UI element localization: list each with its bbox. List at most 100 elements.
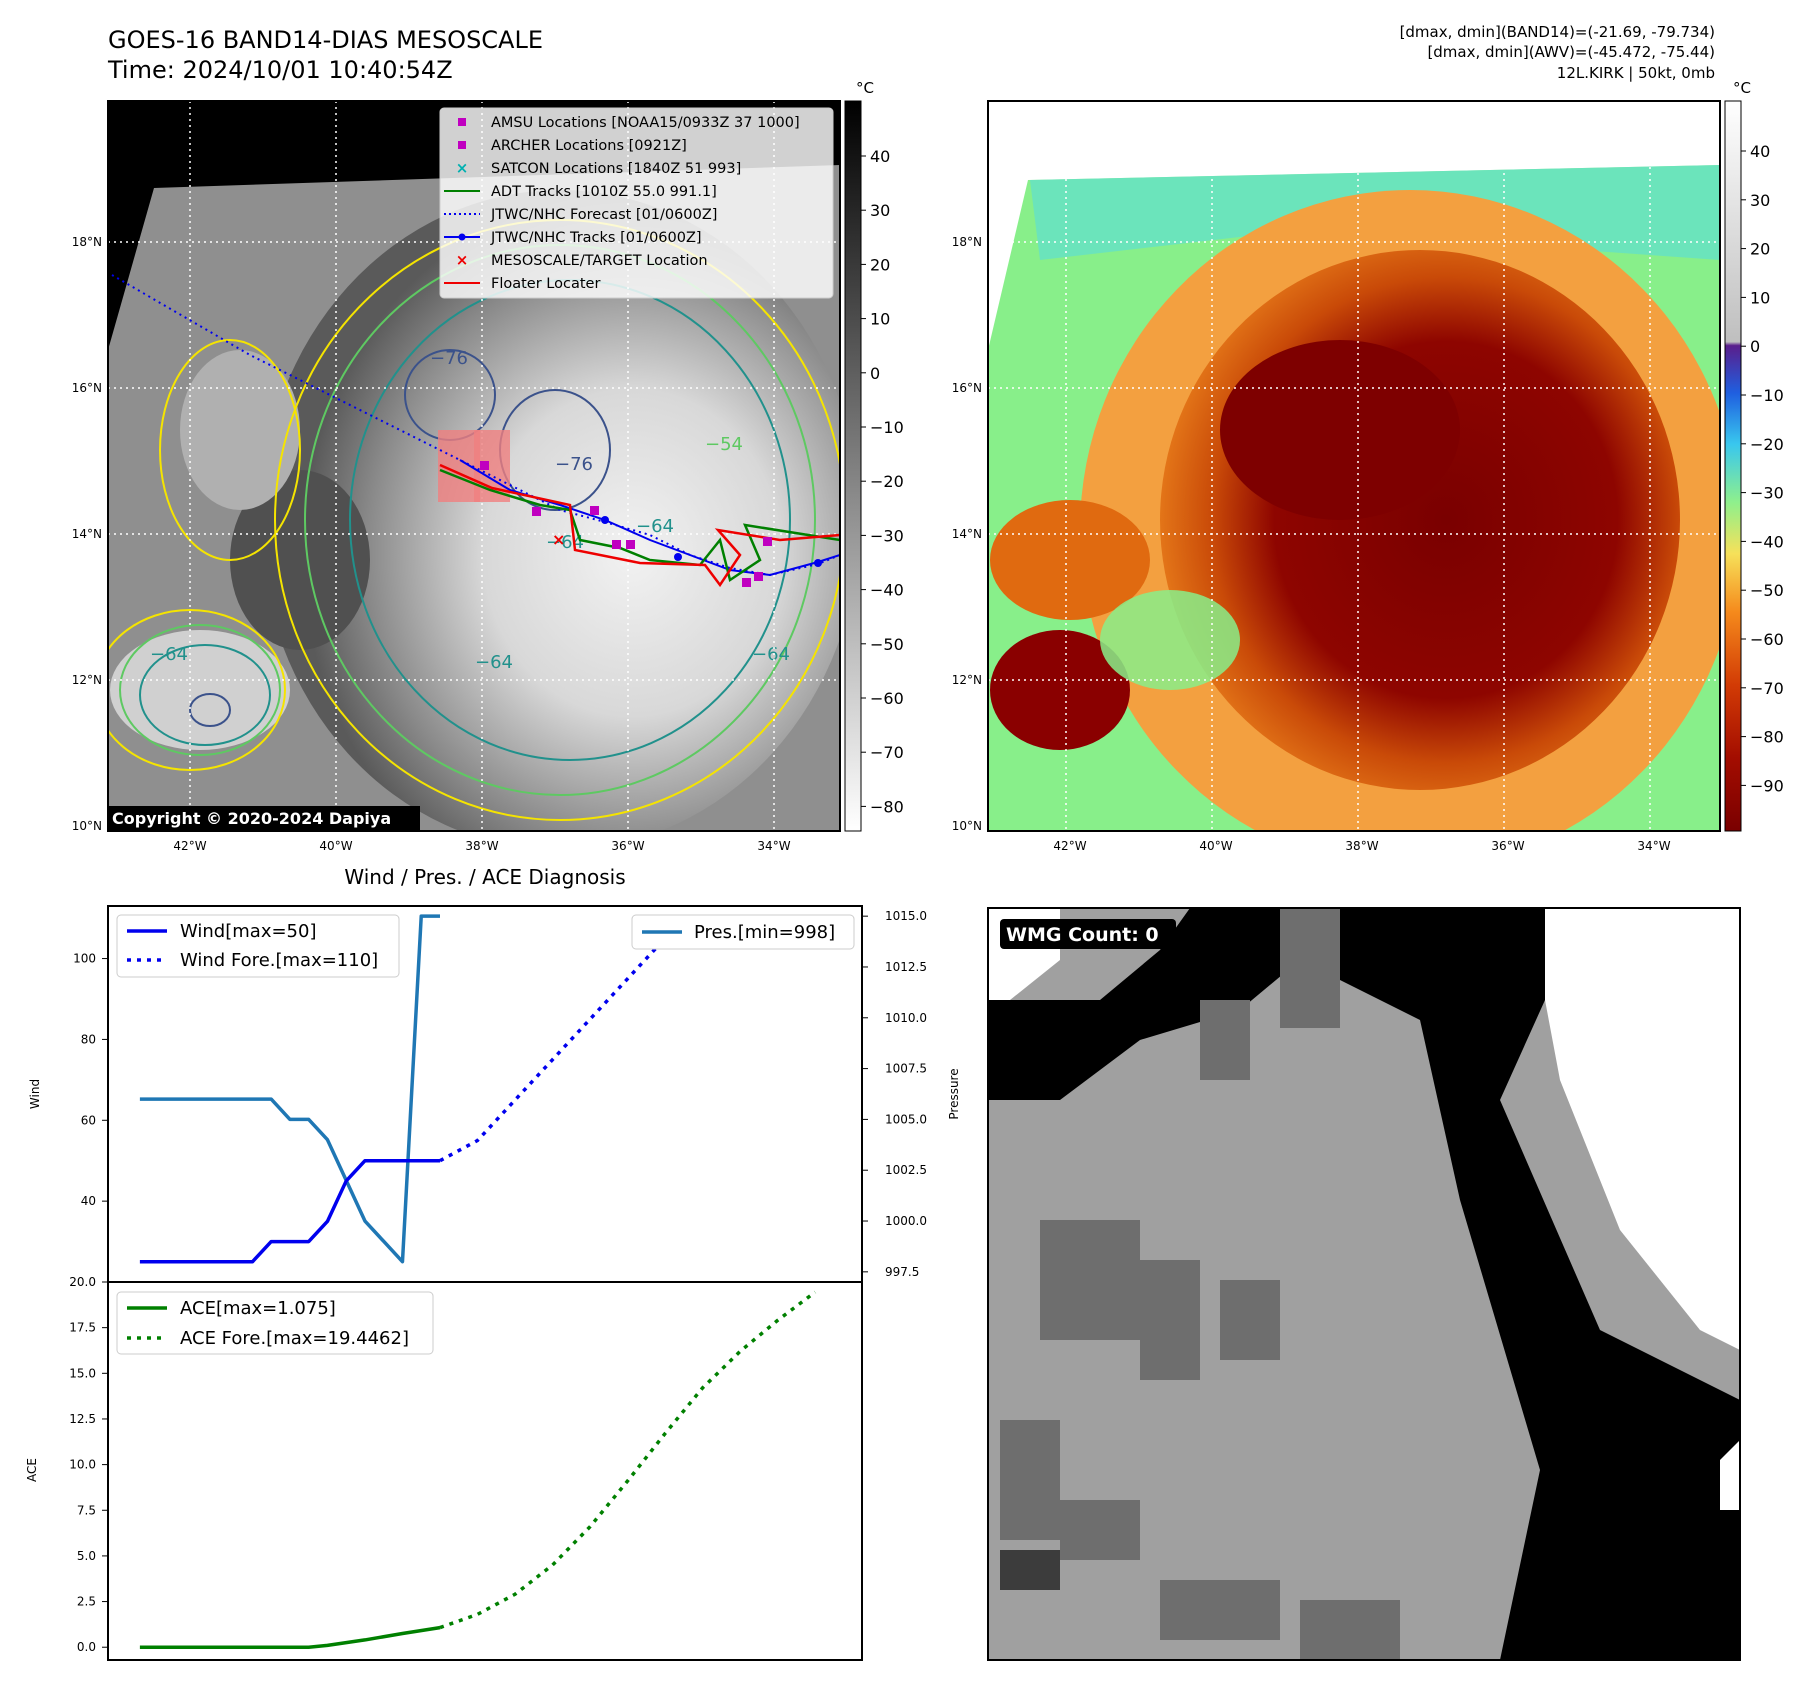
cloud-patch <box>180 350 300 510</box>
lat-tick-label: 16°N <box>72 381 102 395</box>
y-tick-label: 5.0 <box>77 1549 96 1563</box>
legend-marker: × <box>456 159 469 177</box>
cold-cell <box>990 630 1130 750</box>
legend-label: ARCHER Locations [0921Z] <box>491 138 687 154</box>
wmg-black-region <box>988 908 1740 1660</box>
wmg-white-region <box>1545 908 1740 1350</box>
y-tick-label: 1000.0 <box>885 1214 927 1228</box>
colorbar-tick-label: −50 <box>870 635 904 654</box>
y-tick-label: 15.0 <box>69 1366 96 1380</box>
colorbar-tick-label: −90 <box>1750 776 1784 795</box>
lon-tick-label: 34°W <box>1637 839 1670 853</box>
legend-label: MESOSCALE/TARGET Location <box>491 253 708 269</box>
pressure-line <box>139 914 440 1264</box>
ace-legend-label: ACE[max=1.075] <box>180 1298 336 1319</box>
left-map-frame <box>107 100 841 832</box>
legend-marker: × <box>456 251 469 269</box>
y-tick-label: 1007.5 <box>885 1062 927 1076</box>
contour-label: −76 <box>430 348 468 369</box>
colorbar-tick-label: −10 <box>870 418 904 437</box>
cloud-patch <box>230 470 370 650</box>
legend-marker-dot <box>458 233 466 241</box>
wind-legend-box <box>116 914 400 978</box>
right-map-frame <box>987 100 1721 832</box>
storm-core <box>1160 250 1680 790</box>
contour-label: −54 <box>705 434 743 455</box>
lon-tick-label: 38°W <box>1345 839 1378 853</box>
lon-tick-label: 40°W <box>319 839 352 853</box>
wmg-panel: WMG Count: 0 <box>987 907 1741 1661</box>
colorbar-tick-label: −40 <box>1750 532 1784 551</box>
wmg-count-label: WMG Count: 0 <box>1006 924 1159 946</box>
left-map: −76 −76 −64 −64 −64 −64 −54 −64 <box>72 79 904 853</box>
copyright-box <box>108 806 420 830</box>
legend-label: JTWC/NHC Forecast [01/0600Z] <box>490 207 717 223</box>
wind-axis-label: Wind <box>28 1079 42 1109</box>
left-map-legend: AMSU Locations [NOAA15/0933Z 37 1000] ARC… <box>439 107 834 299</box>
y-tick-label: 7.5 <box>77 1503 96 1517</box>
y-tick-label: 60 <box>81 1113 96 1127</box>
lat-tick-label: 18°N <box>72 235 102 249</box>
y-tick-label: 20.0 <box>69 1275 96 1289</box>
y-tick-label: 1002.5 <box>885 1163 927 1177</box>
colorbar-tick-label: 0 <box>1750 337 1760 356</box>
contour-label: −64 <box>752 644 790 665</box>
mesoscale-target-marker: × <box>552 530 565 549</box>
colorbar-tick-label: −30 <box>870 526 904 545</box>
wind-forecast-line <box>439 916 816 1163</box>
y-tick-label: 1005.0 <box>885 1112 927 1126</box>
colorbar-tick-label: −60 <box>870 689 904 708</box>
left-colorbar-unit: °C <box>856 79 874 97</box>
lat-tick-label: 10°N <box>72 819 102 833</box>
pressure-legend: Pres.[min=998] <box>631 914 855 950</box>
lat-tick-label: 14°N <box>952 527 982 541</box>
wind-fore-legend-label: Wind Fore.[max=110] <box>180 950 378 971</box>
ace-legend: ACE[max=1.075] ACE Fore.[max=19.4462] <box>116 1291 434 1355</box>
contour-label: −76 <box>555 454 593 475</box>
wind-legend: Wind[max=50] Wind Fore.[max=110] <box>116 914 400 978</box>
colorbar-tick-label: −10 <box>1750 386 1784 405</box>
pressure-legend-box <box>631 914 855 950</box>
wind-line <box>139 1158 440 1264</box>
colorbar-tick-label: −30 <box>1750 484 1784 503</box>
colorbar-tick-label: −20 <box>870 472 904 491</box>
contour-teal <box>139 644 271 746</box>
lon-tick-label: 40°W <box>1199 839 1232 853</box>
y-tick-label: 10.0 <box>69 1458 96 1472</box>
y-tick-label: 2.5 <box>77 1595 96 1609</box>
contour-yellow <box>108 609 286 771</box>
wmg-dark-patches <box>1000 908 1400 1660</box>
colorbar-tick-label: 30 <box>1750 191 1770 210</box>
colorbar-tick-label: −80 <box>1750 728 1784 747</box>
info-band14: [dmax, dmin](BAND14)=(-21.69, -79.734) <box>1399 23 1715 41</box>
y-tick-label: 80 <box>81 1032 96 1046</box>
right-colorbar-unit: °C <box>1733 79 1751 97</box>
y-tick-label: 1012.5 <box>885 960 927 974</box>
y-tick-label: 997.5 <box>885 1265 919 1279</box>
colorbar-tick-label: 10 <box>870 310 890 329</box>
legend-box <box>439 107 834 299</box>
colorbar-tick-label: 30 <box>870 201 890 220</box>
legend-marker <box>458 141 466 149</box>
y-tick-label: 1010.0 <box>885 1011 927 1025</box>
ace-axis-label: ACE <box>25 1458 39 1482</box>
legend-label: Floater Locater <box>491 276 600 292</box>
colorbar-tick-label: 0 <box>870 364 880 383</box>
nhc-track-points <box>601 516 822 567</box>
legend-label: AMSU Locations [NOAA15/0933Z 37 1000] <box>491 115 800 131</box>
ace-line <box>139 1625 441 1649</box>
legend-marker <box>458 118 466 126</box>
contour-yellow <box>159 339 301 561</box>
left-colorbar <box>844 100 862 832</box>
lat-tick-label: 16°N <box>952 381 982 395</box>
info-storm: 12L.KIRK | 50kt, 0mb <box>1556 64 1715 82</box>
legend-label: SATCON Locations [1840Z 51 993] <box>491 161 741 177</box>
contour-green <box>119 624 281 756</box>
cold-cell <box>990 500 1150 620</box>
pressure-legend-label: Pres.[min=998] <box>694 922 835 943</box>
chart-title: GOES-16 BAND14-DIAS MESOSCALE <box>108 26 544 54</box>
colorbar-tick-label: −20 <box>1750 435 1784 454</box>
amsu-points <box>480 461 772 587</box>
lon-tick-label: 42°W <box>173 839 206 853</box>
wmg-darkest-patch <box>1000 1550 1060 1590</box>
